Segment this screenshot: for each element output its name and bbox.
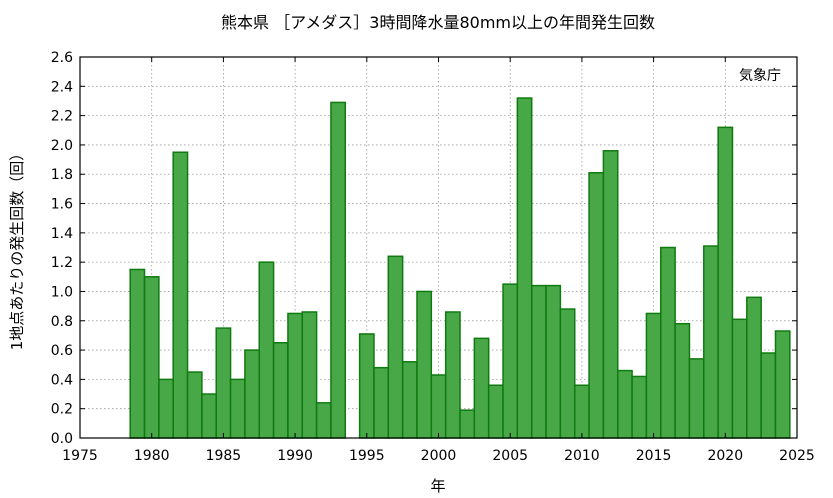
x-tick-label: 2020 <box>707 448 743 464</box>
y-tick-label: 1.6 <box>51 197 73 213</box>
bar-1980 <box>143 276 160 439</box>
y-tick-label: 0.0 <box>51 431 73 447</box>
x-tick-label: 1980 <box>134 448 170 464</box>
y-tick-label: 2.2 <box>51 109 73 125</box>
y-tick-label: 0.6 <box>51 343 73 359</box>
x-tick-label: 1990 <box>277 448 313 464</box>
bar-1999 <box>416 290 433 439</box>
bar-2016 <box>660 246 676 439</box>
x-ticks: 1975 1980 1985 1990 1995 2000 2005 2010 2015 2020… <box>62 57 815 464</box>
bar-2006 <box>516 97 533 439</box>
bar-2001 <box>444 311 461 439</box>
bar-2019 <box>703 245 719 439</box>
x-tick-label: 2005 <box>492 448 528 464</box>
y-tick-label: 0.2 <box>51 402 73 418</box>
y-tick-label: 2.4 <box>51 79 73 95</box>
bar-1987 <box>244 349 261 439</box>
bar-1995 <box>358 333 375 439</box>
source-label: 気象庁 <box>739 68 781 84</box>
x-tick-label: 2000 <box>421 448 457 464</box>
bar-1997 <box>387 255 404 439</box>
x-tick-label: 2025 <box>779 448 815 464</box>
bars <box>129 97 791 439</box>
bar-1979 <box>129 268 146 439</box>
bar-2005 <box>502 283 519 439</box>
x-axis-label: 年 <box>430 477 445 495</box>
bar-2013 <box>617 369 633 439</box>
bar-1992 <box>315 402 332 439</box>
bar-2018 <box>688 358 705 439</box>
bar-1998 <box>401 361 418 439</box>
x-tick-label: 2015 <box>636 448 672 464</box>
bar-2012 <box>602 150 619 439</box>
y-tick-label: 2.0 <box>51 138 73 154</box>
y-axis-label: 1地点あたりの発生回数（回） <box>8 146 26 351</box>
bar-2004 <box>487 384 504 439</box>
y-tick-label: 0.4 <box>51 372 73 388</box>
bar-2023 <box>760 352 777 439</box>
bar-1988 <box>258 261 275 439</box>
bar-1996 <box>373 366 390 439</box>
bar-2007 <box>530 284 547 439</box>
bar-2015 <box>645 312 662 439</box>
bar-2003 <box>473 337 490 439</box>
bar-2000 <box>430 374 447 439</box>
bar-1982 <box>172 151 189 439</box>
bar-2022 <box>746 296 762 439</box>
bar-2024 <box>774 330 791 439</box>
bar-2021 <box>731 318 748 439</box>
y-ticks: 0.0 0.2 0.4 0.6 0.8 1.0 1.2 1.4 1.6 1.8 2.0 2.2 2.4 2… <box>51 50 797 447</box>
bar-1989 <box>272 342 289 439</box>
bar-1991 <box>301 311 318 439</box>
bar-1981 <box>158 378 174 439</box>
bar-2017 <box>674 322 691 439</box>
x-tick-label: 2010 <box>564 448 600 464</box>
x-tick-label: 1985 <box>206 448 242 464</box>
y-tick-label: 2.6 <box>51 50 73 66</box>
bar-1993 <box>330 101 347 439</box>
bar-2009 <box>559 308 576 439</box>
bar-2002 <box>459 409 476 439</box>
bar-2014 <box>631 375 648 439</box>
bar-2011 <box>588 172 605 439</box>
y-tick-label: 1.2 <box>51 255 73 271</box>
y-tick-label: 1.4 <box>51 226 73 242</box>
bar-2008 <box>545 284 562 439</box>
bar-1983 <box>186 371 203 439</box>
y-tick-label: 1.8 <box>51 167 73 183</box>
y-tick-label: 1.0 <box>51 284 73 300</box>
x-tick-label: 1975 <box>62 448 98 464</box>
bar-2010 <box>573 384 590 439</box>
y-tick-label: 0.8 <box>51 314 73 330</box>
bar-1990 <box>287 312 304 439</box>
bar-2020 <box>717 126 734 439</box>
chart-title: 熊本県 ［アメダス］3時間降水量80mm以上の年間発生回数 <box>221 13 655 32</box>
bar-1984 <box>201 393 217 439</box>
bar-1985 <box>215 327 232 439</box>
bar-1986 <box>229 378 246 439</box>
x-tick-label: 1995 <box>349 448 385 464</box>
